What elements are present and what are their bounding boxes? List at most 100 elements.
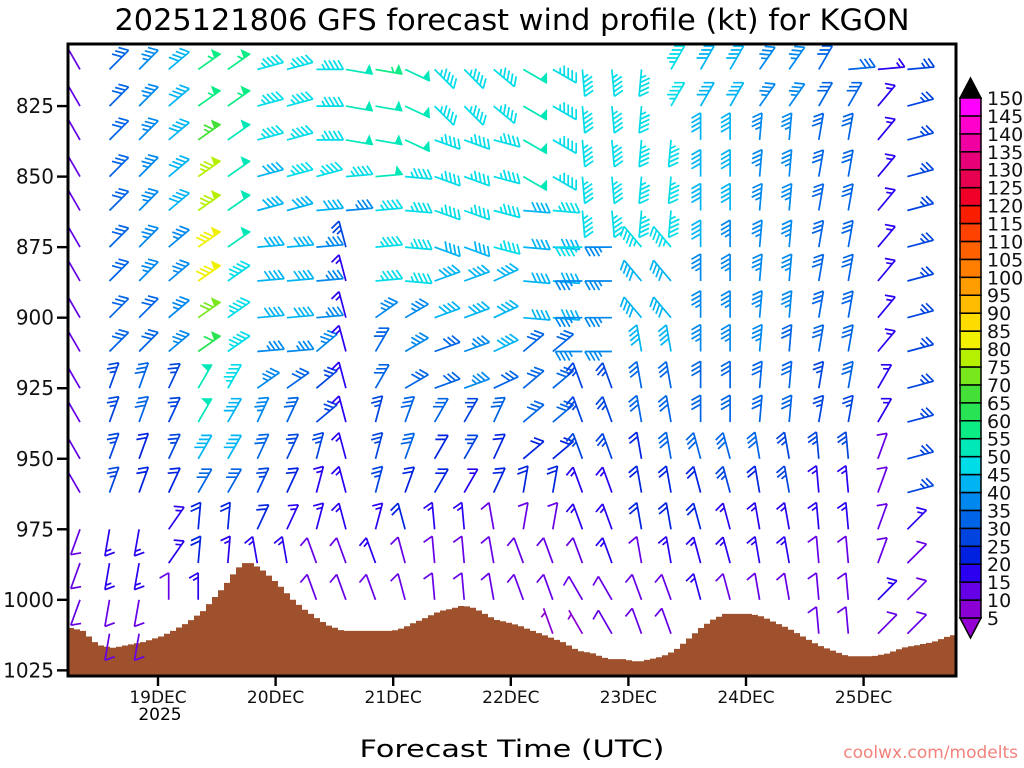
wind-barb: [720, 323, 731, 352]
barb-staff: [136, 466, 150, 493]
barb-staff: [811, 324, 825, 352]
wind-barb: [493, 67, 518, 88]
barb-staff: [138, 224, 159, 248]
wind-barb: [715, 502, 731, 530]
terrain-layer: [69, 563, 955, 675]
barb-staff: [330, 324, 347, 352]
barb-staff: [370, 395, 384, 423]
barb-staff: [315, 329, 338, 353]
barb-staff: [358, 537, 377, 564]
barb-staff: [522, 366, 545, 389]
barb-staff: [197, 364, 213, 389]
barb-staff: [751, 290, 763, 318]
wind-barb: [812, 394, 825, 423]
barb-staff: [907, 302, 935, 319]
wind-barb: [404, 139, 431, 153]
colorbar-cell: [959, 437, 982, 458]
barb-staff: [227, 160, 251, 178]
wind-barb: [522, 437, 545, 460]
wind-barb: [667, 176, 680, 205]
wind-barb: [565, 466, 584, 493]
wind-barb: [817, 45, 834, 70]
barb-staff: [108, 258, 130, 282]
barb-staff: [547, 501, 559, 530]
wind-barb: [316, 306, 344, 319]
barb-staff: [70, 529, 82, 556]
wind-barb: [273, 535, 288, 564]
wind-barb: [906, 540, 928, 564]
barb-staff: [138, 295, 159, 319]
barb-staff: [720, 360, 731, 389]
wind-barb: [691, 219, 702, 248]
wind-barb: [315, 329, 338, 353]
wind-barb: [168, 118, 190, 141]
wind-barb: [877, 153, 896, 178]
barb-staff: [315, 400, 338, 423]
wind-barb: [463, 434, 479, 460]
barb-staff: [780, 360, 793, 389]
wind-barb: [720, 253, 731, 281]
wind-barb: [227, 48, 251, 71]
wind-barb: [167, 433, 181, 460]
barb-staff: [452, 501, 466, 530]
barb-staff: [611, 69, 624, 97]
barb-staff: [751, 112, 763, 140]
barb-staff: [877, 328, 896, 353]
barb-staff: [546, 465, 559, 493]
barb-staff: [286, 235, 315, 248]
barb-staff: [312, 502, 325, 530]
wind-barb: [104, 633, 115, 662]
barb-staff: [611, 176, 624, 205]
wind-barb: [720, 394, 731, 423]
barb-staff: [400, 432, 416, 460]
wind-barb: [375, 235, 404, 248]
barb-staff: [452, 572, 466, 600]
barb-staff: [345, 165, 374, 178]
wind-barb: [493, 299, 519, 319]
wind-barb: [375, 100, 403, 112]
wind-barb: [780, 148, 793, 177]
wind-barb: [780, 394, 793, 423]
barb-staff: [493, 67, 518, 88]
barb-staff: [285, 467, 300, 493]
wind-barb: [554, 246, 583, 257]
wind-barb: [565, 503, 584, 530]
wind-barb: [316, 235, 344, 248]
barb-staff: [751, 253, 763, 282]
wind-barb: [108, 153, 130, 178]
barb-staff: [836, 501, 850, 530]
wind-barb: [423, 535, 436, 564]
wind-barb: [565, 432, 584, 460]
barb-staff: [257, 195, 285, 212]
wind-barb: [493, 370, 519, 389]
barb-staff: [69, 189, 81, 211]
wind-barb: [69, 330, 81, 352]
wind-barb: [69, 85, 81, 107]
barb-staff: [554, 280, 583, 291]
colorbar-cell: [959, 186, 982, 207]
x-tick-label: 24DEC: [717, 688, 774, 708]
wind-barb: [138, 83, 159, 107]
wind-barb: [907, 232, 935, 248]
barb-staff: [811, 290, 825, 318]
wind-barb: [628, 324, 643, 352]
barb-staff: [373, 327, 390, 352]
wind-barb: [654, 573, 672, 601]
wind-barb: [836, 606, 850, 634]
wind-barb: [595, 362, 613, 389]
barb-staff: [638, 139, 651, 168]
barb-staff: [463, 301, 491, 319]
barb-staff: [628, 394, 643, 423]
barb-staff: [907, 477, 935, 494]
wind-barb: [434, 241, 461, 258]
barb-staff: [108, 153, 130, 178]
wind-barb: [316, 269, 344, 282]
wind-barb: [751, 219, 763, 248]
wind-barb: [517, 465, 529, 493]
wind-barb: [434, 301, 461, 319]
wind-barb: [876, 536, 888, 564]
barb-staff: [595, 432, 613, 460]
barb-staff: [138, 153, 159, 178]
wind-barb: [463, 301, 491, 319]
barb-staff: [434, 241, 461, 258]
